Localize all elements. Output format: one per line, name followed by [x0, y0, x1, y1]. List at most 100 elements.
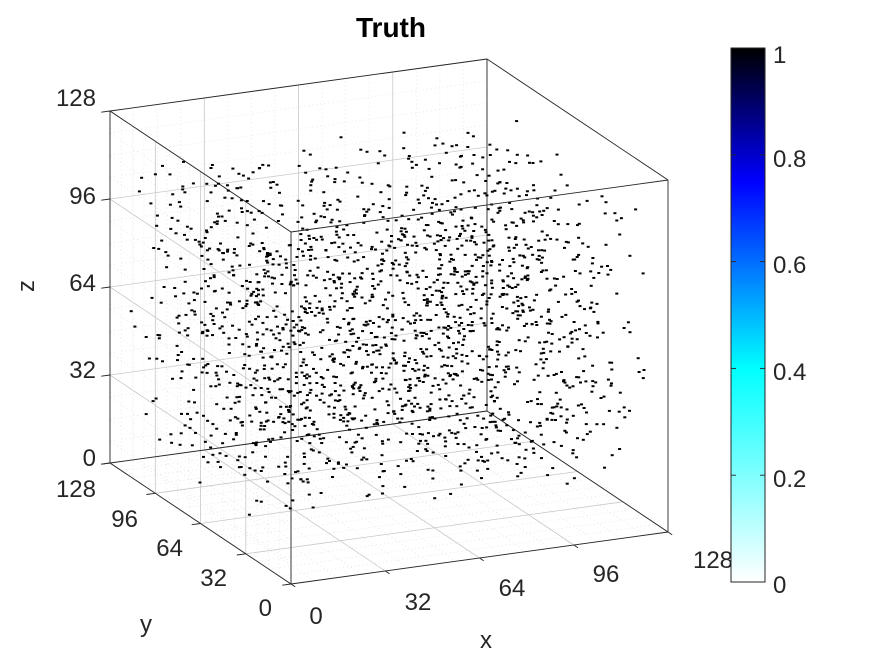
scatter-point — [500, 457, 504, 460]
scatter-point — [157, 337, 161, 340]
colorbar-ticks — [731, 47, 765, 583]
scatter-point — [546, 374, 550, 377]
scatter-point — [310, 311, 314, 313]
scatter-point — [352, 383, 356, 386]
scatter-point — [570, 330, 574, 333]
scatter-point — [490, 239, 494, 242]
scatter-point — [226, 250, 229, 253]
scatter-point — [404, 364, 407, 367]
scatter-point — [362, 208, 366, 211]
scatter-point — [281, 366, 285, 369]
scatter-point — [254, 344, 258, 347]
scatter-point — [472, 154, 476, 156]
scatter-point — [284, 405, 288, 408]
scatter-point — [440, 264, 444, 267]
scatter-point — [556, 208, 560, 211]
scatter-point — [388, 245, 392, 248]
scatter-point — [337, 333, 341, 336]
scatter-point — [380, 263, 384, 266]
scatter-point — [457, 329, 461, 332]
scatter-point — [209, 167, 213, 169]
scatter-point — [468, 330, 472, 333]
scatter-point — [487, 174, 491, 177]
scatter-point — [583, 308, 586, 311]
scatter-point — [559, 406, 563, 409]
scatter-point — [552, 441, 556, 444]
scatter-point — [586, 245, 590, 248]
scatter-point — [470, 406, 474, 409]
scatter-point — [535, 216, 539, 219]
scatter-point — [487, 345, 490, 348]
scatter-point — [458, 419, 462, 422]
grid-line — [463, 413, 645, 536]
scatter-point — [472, 396, 476, 399]
scatter-point — [526, 247, 530, 250]
scatter-point — [381, 205, 385, 208]
scatter-point — [350, 417, 354, 420]
scatter-point — [347, 323, 350, 326]
scatter-point — [429, 403, 433, 406]
scatter-point — [265, 411, 269, 414]
scatter-point — [568, 332, 572, 335]
scatter-point — [381, 442, 385, 445]
scatter-point — [428, 235, 432, 238]
scatter-point — [442, 326, 446, 329]
scatter-point — [482, 322, 486, 325]
scatter-point — [245, 224, 249, 227]
scatter-point — [353, 405, 357, 408]
scatter-point — [216, 460, 220, 463]
scatter-point — [538, 341, 542, 344]
y-tick-mark — [282, 583, 292, 586]
scatter-point — [564, 431, 568, 434]
scatter-point — [284, 292, 287, 295]
scatter-point — [498, 295, 502, 298]
scatter-point — [302, 358, 306, 361]
scatter-point — [357, 347, 361, 350]
scatter-point — [194, 376, 198, 379]
scatter-point — [442, 308, 446, 310]
scatter-point — [430, 206, 433, 209]
scatter-point — [484, 180, 488, 182]
scatter-point — [183, 329, 187, 332]
scatter-point — [510, 272, 513, 275]
scatter-point — [152, 247, 156, 249]
scatter-point — [473, 206, 477, 209]
scatter-point — [217, 378, 221, 381]
scatter-point — [335, 259, 339, 262]
scatter-point — [515, 366, 519, 369]
scatter-point — [456, 247, 460, 250]
scatter-point — [201, 357, 205, 360]
scatter-point — [634, 208, 638, 211]
grid-line — [109, 242, 292, 365]
scatter-point — [439, 239, 443, 241]
scatter-point — [370, 371, 373, 374]
scatter-point — [299, 233, 303, 236]
scatter-point — [486, 379, 490, 381]
scatter-point — [430, 212, 434, 215]
scatter-point — [549, 320, 553, 323]
scatter-point — [198, 243, 202, 246]
scatter-point — [255, 441, 259, 444]
scatter-point — [190, 309, 194, 312]
scatter-point — [386, 438, 390, 441]
scatter-point — [177, 314, 181, 317]
y-tick-label: 32 — [200, 565, 227, 592]
grid-line — [439, 417, 622, 539]
scatter-point — [430, 294, 434, 296]
scatter-point — [260, 242, 264, 244]
scatter-point — [454, 321, 458, 324]
scatter-point — [511, 429, 515, 432]
scatter-point — [549, 411, 553, 414]
scatter-point — [262, 247, 266, 249]
scatter-point — [483, 192, 487, 195]
scatter-point — [438, 348, 442, 351]
scatter-point — [329, 221, 333, 224]
scatter-point — [200, 321, 204, 324]
scatter-point — [240, 285, 244, 287]
scatter-point — [490, 378, 493, 381]
scatter-point — [425, 333, 428, 336]
scatter-point — [262, 248, 266, 251]
scatter-point — [501, 418, 505, 421]
scatter-point — [402, 147, 406, 150]
scatter-point — [273, 380, 277, 383]
